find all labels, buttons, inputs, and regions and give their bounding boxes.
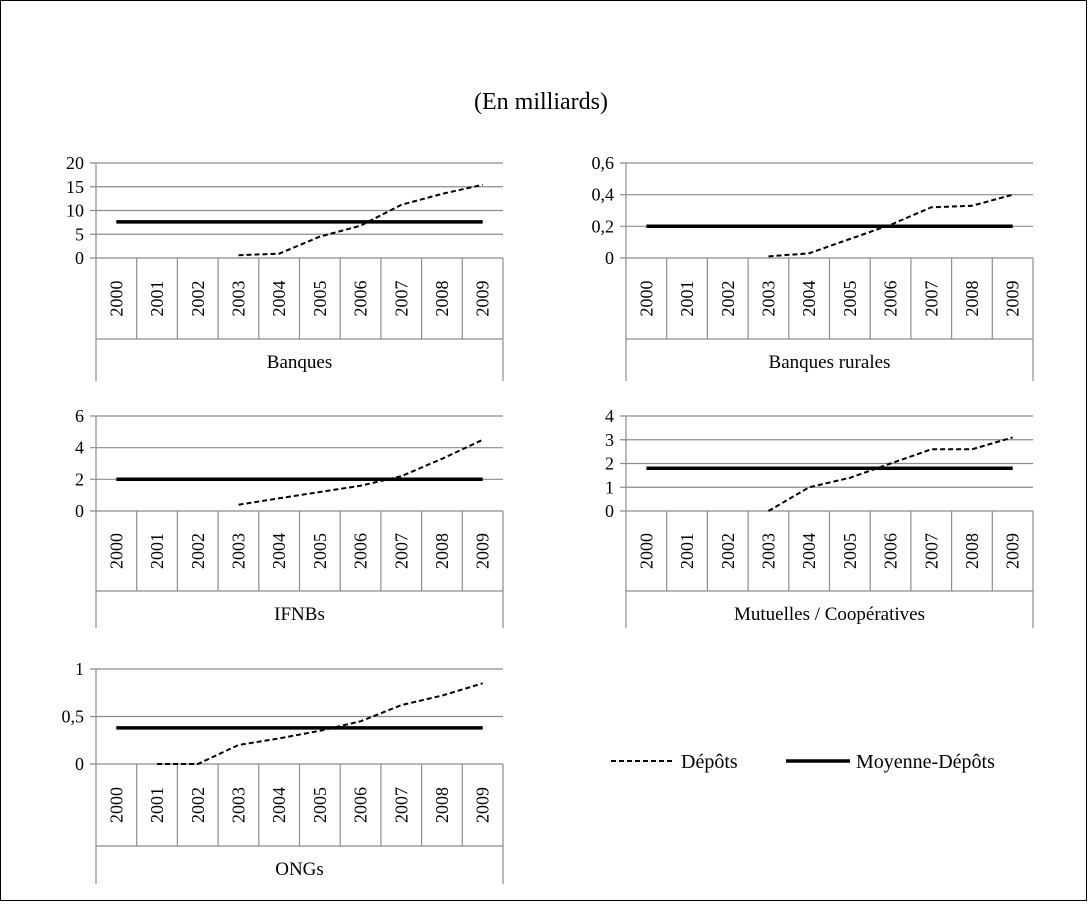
- series-line-depots: [768, 193, 1013, 258]
- y-tick-label: 1: [605, 477, 614, 497]
- y-tick-label: 0,2: [592, 216, 615, 236]
- panel-1: 0 5 10 15 20 2000 2001 2002 2003 2004 2005 2006 2007…: [66, 153, 504, 381]
- y-tick-label: 4: [605, 406, 614, 426]
- y-tick-label: 3: [605, 430, 614, 450]
- x-tick-label: 2001: [147, 787, 167, 823]
- x-tick-label: 2008: [962, 533, 982, 569]
- y-tick-label: 10: [66, 201, 84, 221]
- y-tick-label: 0,6: [592, 153, 615, 173]
- x-tick-label: 2008: [962, 281, 982, 317]
- x-tick-label: 2002: [718, 533, 738, 569]
- legend-label-moyenne: Moyenne-Dépôts: [856, 751, 995, 773]
- series-line-depots: [157, 682, 483, 765]
- x-tick-label: 2001: [677, 533, 697, 569]
- series-line-depots: [767, 436, 1013, 512]
- x-tick-label: 2004: [269, 787, 289, 823]
- x-tick-label: 2000: [106, 787, 126, 823]
- x-tick-label: 2006: [351, 533, 371, 569]
- x-tick-label: 2002: [188, 281, 208, 317]
- x-tick-label: 2006: [351, 281, 371, 317]
- x-tick-label: 2005: [310, 281, 330, 317]
- x-tick-label: 2007: [391, 533, 411, 569]
- series-line-depots: [238, 183, 483, 257]
- y-tick-label: 0: [605, 248, 614, 268]
- y-tick-label: 15: [66, 177, 84, 197]
- x-tick-label: 2005: [310, 533, 330, 569]
- y-tick-label: 2: [605, 454, 614, 474]
- x-tick-label: 2008: [432, 787, 452, 823]
- x-tick-label: 2006: [881, 281, 901, 317]
- x-tick-label: 2004: [269, 281, 289, 317]
- y-tick-label: 0: [75, 754, 84, 774]
- legend: Dépôts Moyenne-Dépôts: [611, 751, 995, 773]
- category-label: IFNBs: [274, 604, 325, 625]
- x-tick-label: 2003: [228, 533, 248, 569]
- x-tick-label: 2008: [432, 281, 452, 317]
- panel-3: 0 2 4 6 2000 2001 2002 2003 2004 2005 2006 2007 2008…: [75, 406, 504, 628]
- x-tick-label: 2007: [921, 533, 941, 569]
- x-tick-label: 2008: [432, 533, 452, 569]
- y-tick-label: 6: [75, 406, 84, 426]
- y-tick-label: 0: [75, 501, 84, 521]
- panel-2: 0 0,2 0,4 0,6 2000 2001 2002 2003 2004 2005 2006 20…: [592, 153, 1034, 381]
- legend-label-depots: Dépôts: [681, 751, 738, 773]
- y-tick-label: 1: [75, 659, 84, 679]
- x-tick-label: 2003: [758, 533, 778, 569]
- x-tick-label: 2000: [106, 533, 126, 569]
- series-line-depots: [238, 438, 484, 506]
- panel-5: 0 0,5 1 2000 2001 2002 2003 2004 2005 2006 2007 200…: [62, 659, 504, 884]
- category-label: Banques rurales: [769, 352, 891, 373]
- chart-title: (En milliards): [474, 89, 608, 115]
- x-tick-label: 2005: [840, 281, 860, 317]
- x-tick-label: 2002: [188, 787, 208, 823]
- x-tick-label: 2000: [106, 281, 126, 317]
- y-tick-label: 0,5: [62, 707, 85, 727]
- y-tick-label: 5: [75, 224, 84, 244]
- category-label: Mutuelles / Coopératives: [734, 604, 925, 625]
- x-tick-label: 2007: [391, 787, 411, 823]
- x-tick-label: 2007: [921, 281, 941, 317]
- x-tick-label: 2001: [147, 533, 167, 569]
- category-label: Banques: [267, 352, 332, 373]
- x-tick-label: 2001: [677, 281, 697, 317]
- x-tick-label: 2004: [799, 533, 819, 569]
- y-tick-label: 20: [66, 153, 84, 173]
- panel-4: 0 1 2 3 4 2000 2001 2002 2003 2004 2005 2006 2007 200…: [605, 406, 1034, 628]
- y-tick-label: 2: [75, 469, 84, 489]
- x-tick-label: 2009: [473, 533, 493, 569]
- x-tick-label: 2003: [228, 281, 248, 317]
- x-tick-label: 2009: [473, 281, 493, 317]
- y-tick-label: 0,4: [592, 185, 615, 205]
- x-tick-label: 2003: [228, 787, 248, 823]
- x-tick-label: 2005: [310, 787, 330, 823]
- y-tick-label: 0: [605, 501, 614, 521]
- y-tick-label: 0: [75, 248, 84, 268]
- category-label: ONGs: [275, 859, 324, 880]
- x-tick-label: 2004: [799, 281, 819, 317]
- y-tick-label: 4: [75, 438, 84, 458]
- x-tick-label: 2000: [636, 281, 656, 317]
- x-tick-label: 2007: [391, 281, 411, 317]
- x-tick-label: 2001: [147, 281, 167, 317]
- x-tick-label: 2003: [758, 281, 778, 317]
- x-tick-label: 2002: [718, 281, 738, 317]
- x-tick-label: 2000: [636, 533, 656, 569]
- x-tick-label: 2005: [840, 533, 860, 569]
- x-tick-label: 2002: [188, 533, 208, 569]
- x-tick-label: 2004: [269, 533, 289, 569]
- x-tick-label: 2009: [1003, 281, 1023, 317]
- x-tick-label: 2009: [1003, 533, 1023, 569]
- x-tick-label: 2006: [881, 533, 901, 569]
- x-tick-label: 2009: [473, 787, 493, 823]
- x-tick-label: 2006: [351, 787, 371, 823]
